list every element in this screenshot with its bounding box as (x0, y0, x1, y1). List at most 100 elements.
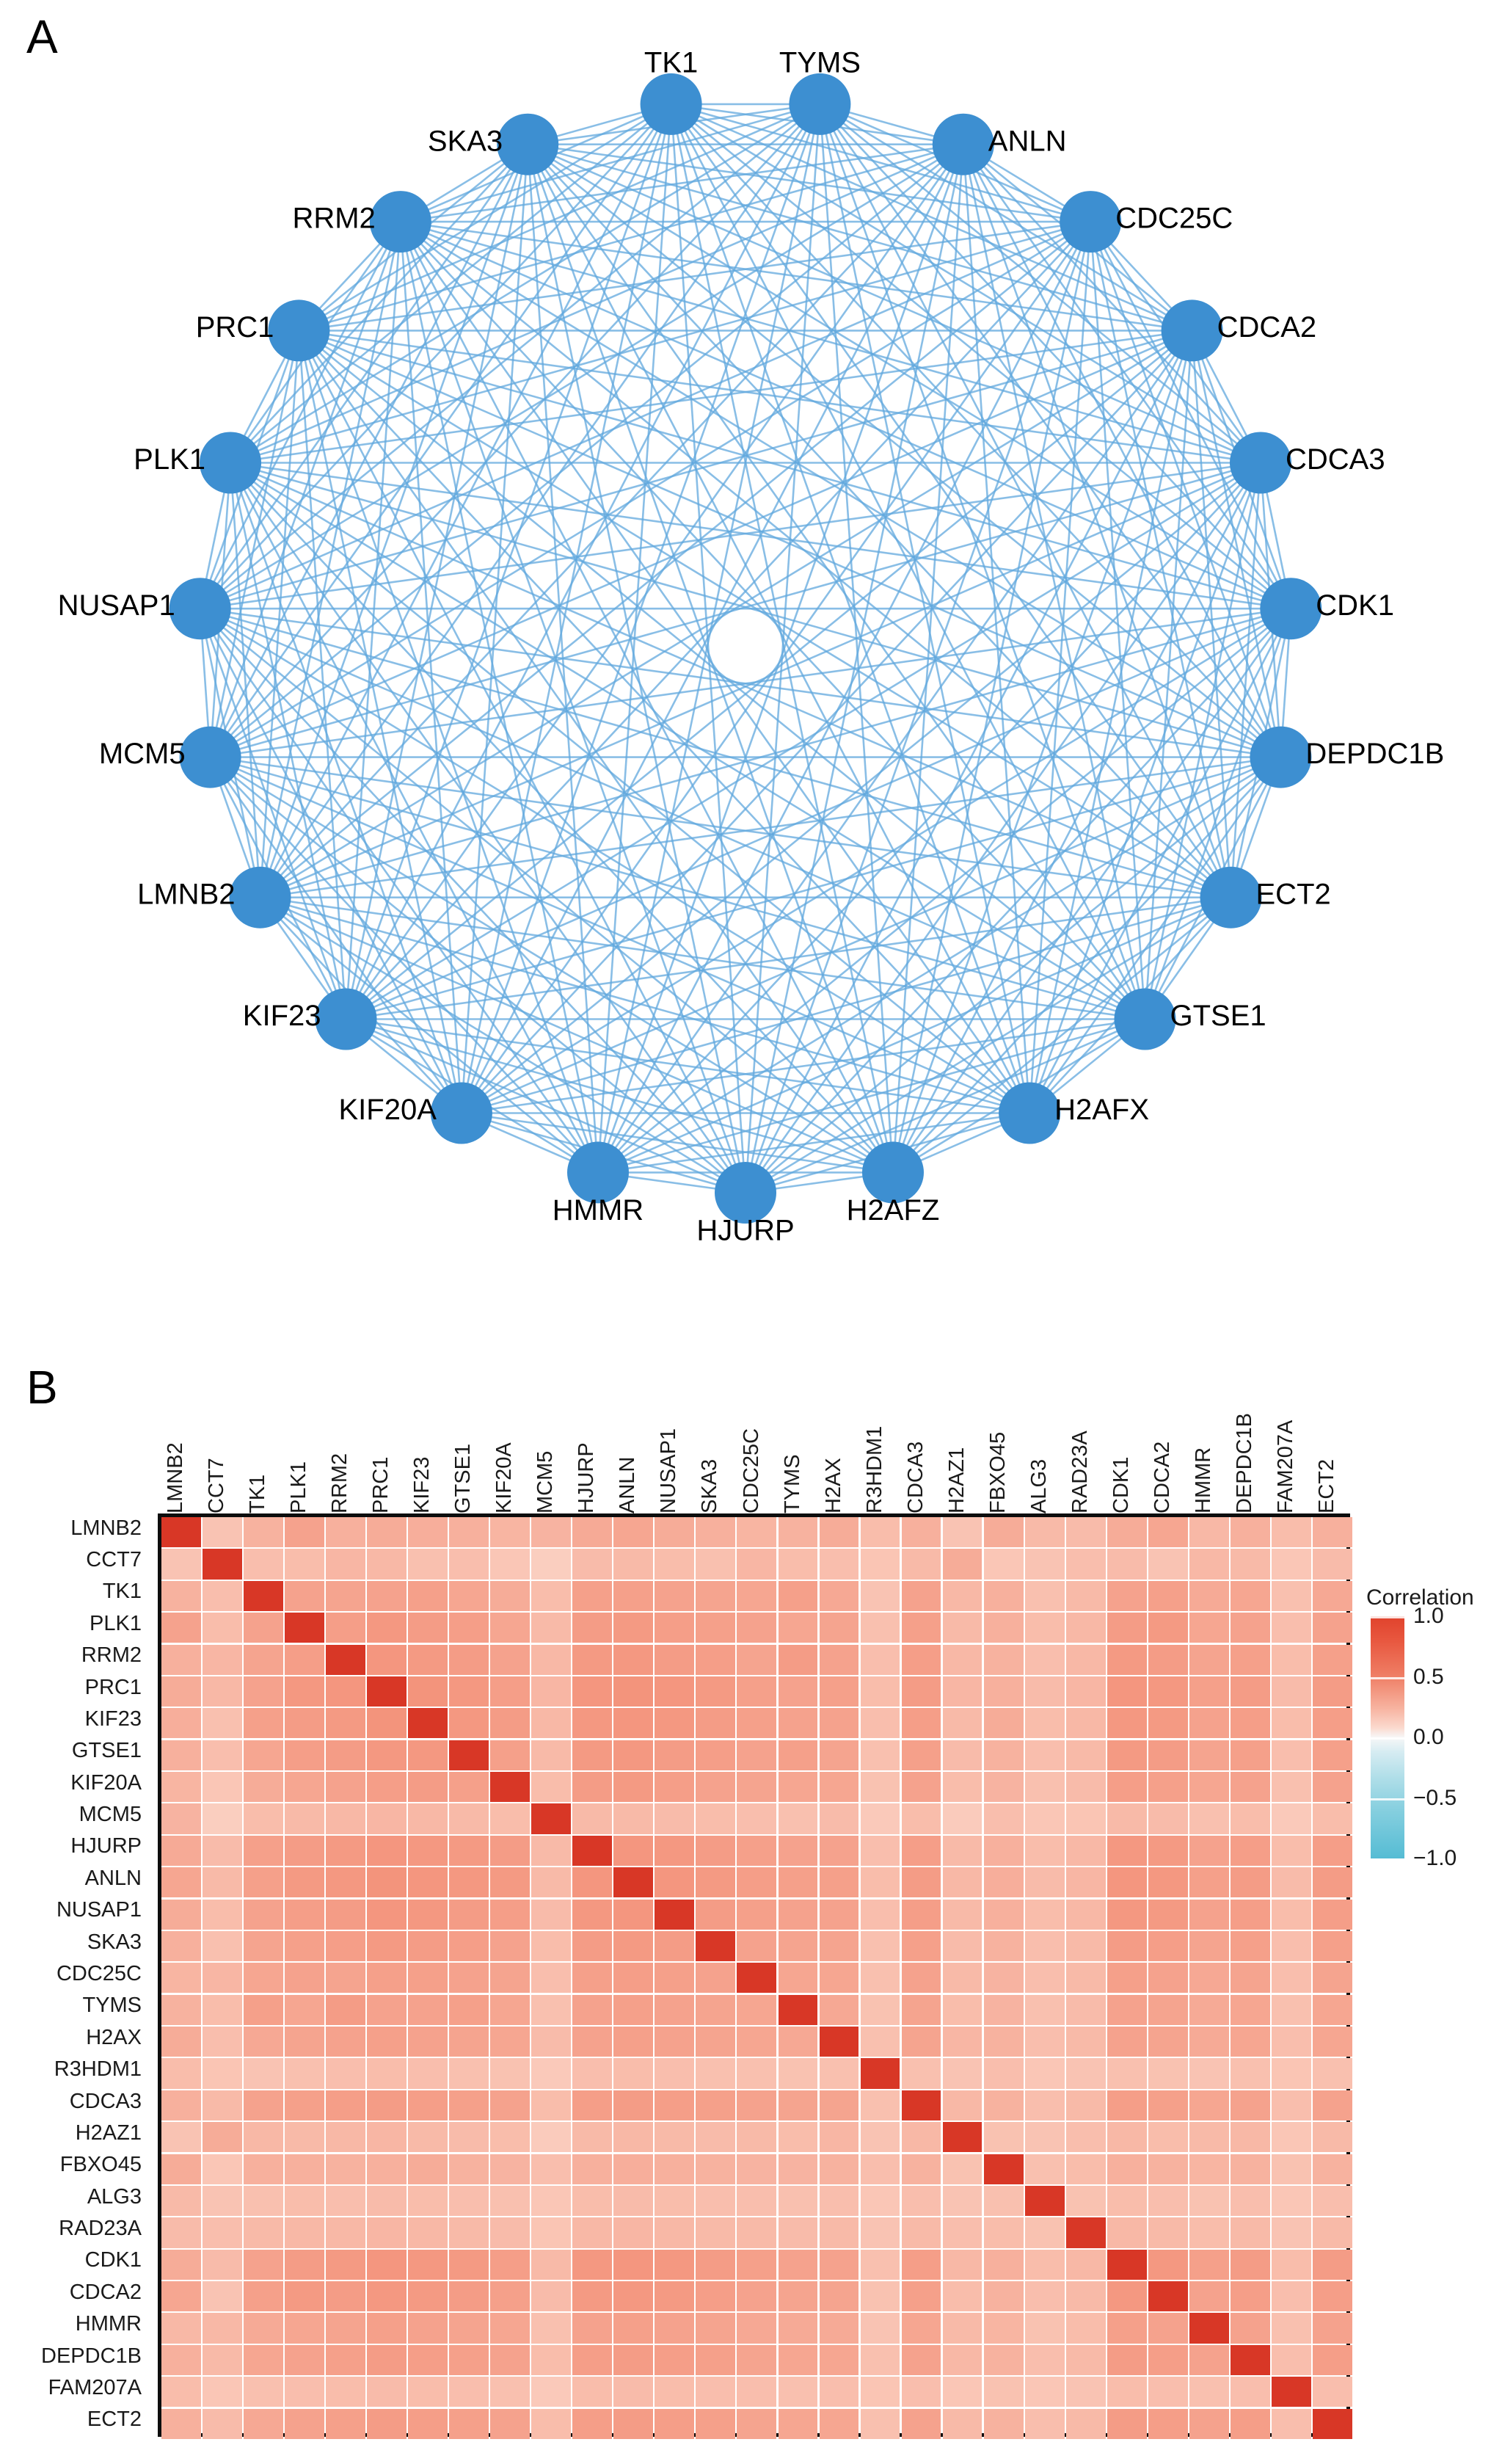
network-node-lmnb2[interactable] (229, 866, 291, 928)
heatmap-cell (1189, 2154, 1229, 2184)
heatmap-cell (942, 2154, 983, 2184)
network-node-kif23[interactable] (315, 988, 377, 1050)
heatmap-cell (983, 2377, 1024, 2407)
heatmap-cell (244, 2249, 283, 2280)
network-edge (199, 103, 672, 610)
heatmap-cell (860, 2281, 900, 2312)
network-node-hmmr[interactable] (567, 1141, 629, 1204)
heatmap-cell (1189, 2090, 1229, 2120)
heatmap-cell (244, 1740, 283, 1770)
network-node-prc1[interactable] (268, 299, 330, 362)
network-node-mcm5[interactable] (179, 726, 241, 788)
heatmap-cell (778, 2122, 818, 2153)
heatmap-col-header: H2AZ1 (944, 1447, 969, 1513)
heatmap-cell (1065, 2408, 1106, 2439)
heatmap-cell (1148, 1740, 1188, 1770)
heatmap-col-header: KIF23 (410, 1456, 434, 1513)
heatmap-cell (1148, 2217, 1188, 2248)
heatmap-cell (1271, 2281, 1311, 2312)
heatmap-cell (1024, 1930, 1065, 1962)
heatmap-cell (1024, 2185, 1065, 2217)
heatmap-cell (285, 1835, 324, 1866)
heatmap-cell (531, 1930, 572, 1962)
heatmap-cell (285, 2058, 324, 2089)
heatmap-row-header: CCT7 (86, 1548, 142, 1572)
network-edge (399, 221, 1031, 1114)
heatmap-cell (572, 1580, 613, 1611)
network-edge (526, 144, 599, 1173)
heatmap-cell (161, 2377, 201, 2407)
network-edge (1144, 330, 1193, 1020)
network-node-ect2[interactable] (1200, 866, 1262, 928)
heatmap-cell (1230, 2122, 1270, 2153)
network-edge (460, 144, 964, 1114)
network-node-gtse1[interactable] (1114, 988, 1176, 1050)
network-node-anln[interactable] (932, 113, 994, 175)
heatmap-cell (942, 2344, 983, 2376)
network-edge (345, 221, 1092, 1020)
network-node-tk1[interactable] (640, 73, 702, 135)
heatmap-cell (367, 1994, 407, 2025)
heatmap-cell (1065, 2090, 1106, 2120)
heatmap-cell (1271, 1549, 1311, 1580)
heatmap-cell (1230, 2058, 1270, 2089)
heatmap-cell (1065, 1708, 1106, 1739)
network-node-cdca3[interactable] (1230, 432, 1291, 494)
network-edge (230, 103, 821, 464)
heatmap-cell (1271, 2090, 1311, 2120)
heatmap-cell (819, 2122, 859, 2153)
network-edge (299, 143, 964, 332)
heatmap-cell (161, 1549, 201, 1580)
heatmap-cell (367, 1613, 407, 1643)
network-edge (1089, 221, 1232, 898)
heatmap-cell (285, 1613, 324, 1643)
heatmap-cell (1271, 2377, 1311, 2407)
network-edge (259, 896, 894, 1174)
network-node-cdca2[interactable] (1161, 299, 1223, 362)
network-node-cdc25c[interactable] (1060, 191, 1122, 253)
heatmap-cell (1107, 2122, 1147, 2153)
heatmap-cell (367, 1580, 407, 1611)
network-node-h2afx[interactable] (999, 1082, 1061, 1144)
heatmap-cell (244, 2281, 283, 2312)
heatmap-cell (983, 1835, 1024, 1866)
heatmap-cell (860, 2217, 900, 2248)
heatmap-cell (408, 2090, 448, 2120)
network-node-tyms[interactable] (789, 73, 851, 135)
network-node-plk1[interactable] (200, 432, 261, 494)
network-edge (597, 1112, 1030, 1174)
network-edge (670, 103, 1232, 898)
heatmap-cell (531, 1708, 572, 1739)
heatmap-cell (1024, 2313, 1065, 2344)
heatmap-cell (572, 2027, 613, 2057)
heatmap-row-header: TK1 (102, 1580, 142, 1604)
heatmap-cell (449, 1930, 489, 1962)
heatmap-cell (1312, 2027, 1352, 2057)
heatmap-cell (244, 1517, 283, 1548)
network-node-depdc1b[interactable] (1250, 726, 1312, 788)
heatmap-cell (161, 2281, 201, 2312)
heatmap-cell (285, 1676, 324, 1707)
network-node-cdk1[interactable] (1260, 578, 1322, 640)
heatmap-col-header: CCT7 (205, 1458, 229, 1513)
network-node-rrm2[interactable] (369, 191, 431, 253)
heatmap-cell (942, 1613, 983, 1643)
heatmap-cell (655, 1772, 695, 1803)
heatmap-row-header: H2AX (86, 2025, 142, 2049)
heatmap-cell (983, 2058, 1024, 2089)
heatmap-cell (1312, 1740, 1352, 1770)
network-node-nusap1[interactable] (169, 578, 231, 640)
heatmap-cell (942, 1580, 983, 1611)
network-node-h2afz[interactable] (862, 1141, 924, 1204)
network-node-ska3[interactable] (497, 113, 559, 175)
network-node-label: RRM2 (292, 203, 375, 235)
heatmap-cell (1271, 2122, 1311, 2153)
heatmap-cell (737, 1772, 777, 1803)
network-node-hjurp[interactable] (715, 1162, 776, 1224)
network-node-kif20a[interactable] (430, 1082, 492, 1144)
heatmap-cell (983, 1867, 1024, 1898)
network-edge (671, 103, 1193, 332)
heatmap-cell (531, 1740, 572, 1770)
heatmap-cell (408, 1899, 448, 1930)
heatmap-cell (285, 2249, 324, 2280)
